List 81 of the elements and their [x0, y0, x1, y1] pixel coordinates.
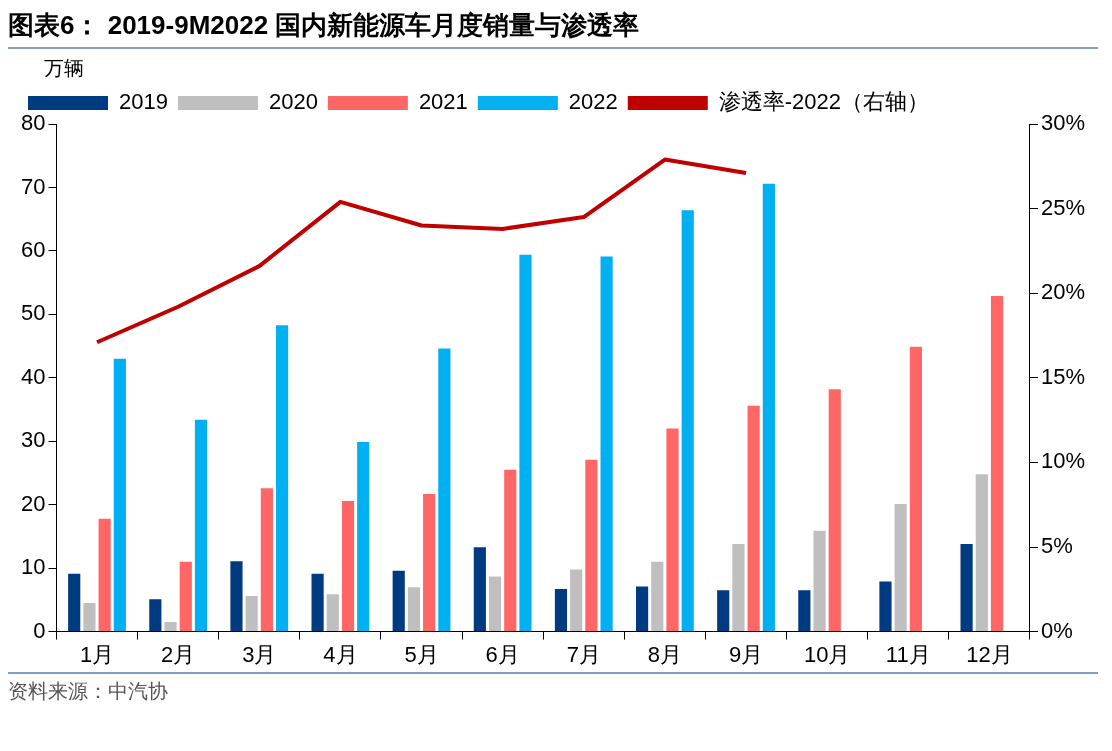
legend-label: 2019: [119, 89, 168, 115]
bar: [717, 590, 730, 632]
bar: [245, 596, 258, 632]
y-tick-label: 60: [20, 236, 46, 262]
x-tick-label: 10月: [803, 641, 851, 667]
bar: [747, 405, 760, 632]
bar: [488, 576, 502, 632]
y-tick-label: 40: [20, 363, 46, 389]
bar: [179, 561, 192, 632]
bar: [894, 504, 907, 632]
bar: [326, 594, 339, 632]
bar: [311, 573, 324, 632]
bar: [357, 441, 370, 632]
bar: [164, 622, 177, 632]
bar: [975, 474, 988, 632]
x-tick-label: 1月: [79, 641, 115, 667]
bar: [149, 599, 162, 632]
y-tick-label: 30: [20, 427, 46, 453]
bar: [570, 569, 583, 632]
bar: [260, 488, 273, 632]
bar: [276, 325, 289, 632]
bar: [423, 493, 436, 632]
y-tick-label: 50: [20, 300, 46, 326]
legend-label: 2021: [418, 89, 468, 115]
x-tick-label: 11月: [885, 641, 931, 667]
bar: [990, 295, 1004, 632]
y-tick-label: 10: [20, 554, 46, 580]
bar: [341, 500, 355, 632]
bar: [762, 183, 775, 632]
chart-title: 图表6： 2019-9M2022 国内新能源车月度销量与渗透率: [8, 8, 1098, 49]
x-tick-label: 6月: [485, 641, 520, 667]
bar: [519, 254, 532, 632]
x-tick-label: 9月: [728, 641, 764, 667]
y2-tick-label: 30%: [1040, 110, 1086, 136]
legend-label: 2020: [268, 89, 318, 115]
legend-label: 渗透率-2022（右轴）: [718, 89, 930, 115]
y-tick-label: 20: [20, 490, 46, 516]
bar: [98, 518, 111, 632]
bar: [392, 570, 405, 632]
y2-tick-label: 10%: [1040, 448, 1086, 474]
bar: [504, 469, 517, 632]
x-tick-label: 12月: [966, 641, 1013, 667]
x-tick-label: 5月: [404, 641, 439, 667]
y2-tick-label: 0%: [1040, 617, 1073, 643]
bar: [407, 587, 421, 632]
y-axis-title: 万辆: [44, 56, 85, 81]
bar: [828, 389, 841, 632]
y2-tick-label: 5%: [1040, 533, 1073, 559]
y2-tick-label: 25%: [1040, 194, 1086, 220]
y2-tick-label: 15%: [1040, 363, 1086, 389]
x-tick-label: 7月: [566, 641, 601, 667]
y2-tick-label: 20%: [1040, 279, 1086, 305]
bar: [473, 547, 486, 632]
bar: [909, 346, 922, 632]
x-tick-label: 8月: [647, 641, 683, 667]
bar: [732, 544, 745, 632]
bar: [960, 544, 973, 632]
bar: [554, 589, 568, 632]
x-tick-label: 2月: [161, 641, 196, 667]
bar: [68, 573, 81, 632]
bar: [230, 561, 243, 632]
legend-label: 2022: [568, 89, 618, 115]
bar: [83, 603, 96, 632]
x-tick-label: 3月: [242, 641, 277, 667]
bar: [585, 459, 598, 632]
bar: [681, 210, 694, 632]
bar: [194, 419, 208, 632]
bar: [636, 586, 649, 632]
bar: [651, 561, 664, 632]
bar: [438, 348, 451, 632]
y-tick-label: 70: [20, 173, 46, 199]
bar: [113, 358, 126, 632]
text: 资料来源：中汽协: [8, 679, 169, 704]
bar: [813, 530, 826, 632]
y-tick-label: 0: [33, 617, 46, 643]
y-tick-label: 80: [20, 110, 46, 136]
bar: [879, 581, 892, 632]
x-tick-label: 4月: [323, 641, 358, 667]
bar: [798, 590, 811, 632]
bar: [600, 256, 613, 632]
bar: [666, 428, 679, 632]
